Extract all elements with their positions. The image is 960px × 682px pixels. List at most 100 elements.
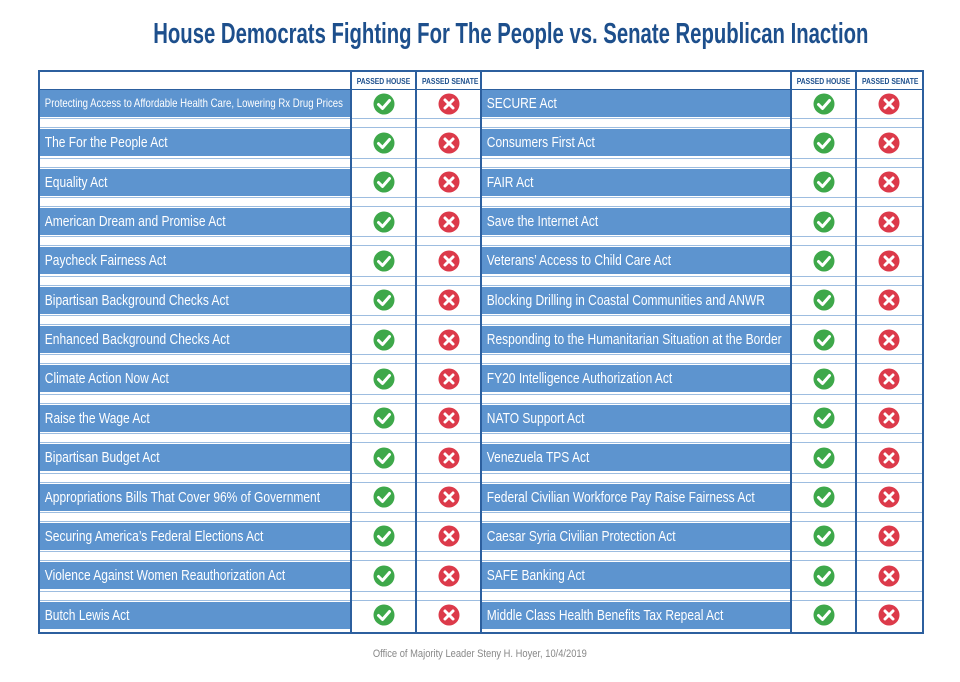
table-frame: PASSED HOUSE PASSED SENATE Protecting Acce… <box>38 70 924 634</box>
passed-senate-cell <box>855 404 920 432</box>
bill-name-text: Responding to the Humanitarian Situation… <box>486 331 782 349</box>
column-header-text: PASSED HOUSE <box>796 77 851 86</box>
x-icon <box>878 368 899 390</box>
x-icon <box>878 211 899 233</box>
passed-house-cell <box>350 522 415 550</box>
check-icon <box>373 132 394 154</box>
bill-name: Securing America’s Federal Elections Act <box>40 522 350 550</box>
x-icon <box>878 407 899 429</box>
passed-house-cell <box>790 129 855 157</box>
passed-house-cell <box>350 326 415 354</box>
check-icon <box>813 211 834 233</box>
check-icon <box>373 211 394 233</box>
passed-senate-cell <box>855 365 920 393</box>
bill-name-text: SAFE Banking Act <box>486 567 585 585</box>
passed-senate-cell <box>415 286 480 314</box>
bill-name: Blocking Drilling in Coastal Communities… <box>482 286 790 314</box>
passed-house-cell <box>350 129 415 157</box>
bill-name-text: Securing America’s Federal Elections Act <box>44 527 264 545</box>
passed-senate-cell <box>415 404 480 432</box>
check-icon <box>373 486 394 508</box>
bill-name: American Dream and Promise Act <box>40 208 350 236</box>
check-icon <box>373 171 394 193</box>
check-icon <box>813 525 834 547</box>
bill-name-text: Bipartisan Background Checks Act <box>44 291 229 309</box>
passed-house-cell <box>350 208 415 236</box>
x-icon <box>878 289 899 311</box>
bill-name: Bipartisan Budget Act <box>40 444 350 472</box>
check-icon <box>373 329 394 351</box>
x-icon <box>438 171 459 193</box>
check-icon <box>373 604 394 626</box>
bill-name-text: SECURE Act <box>486 95 557 112</box>
x-icon <box>878 447 899 469</box>
passed-senate-cell <box>855 562 920 590</box>
bill-name-text: Enhanced Background Checks Act <box>44 331 230 349</box>
bill-name: FAIR Act <box>482 168 790 196</box>
bill-name-text: The For the People Act <box>44 134 168 152</box>
passed-senate-cell <box>415 208 480 236</box>
bill-name: NATO Support Act <box>482 404 790 432</box>
check-icon <box>813 289 834 311</box>
column-header: PASSED SENATE <box>417 74 480 90</box>
check-icon <box>813 565 834 587</box>
passed-senate-cell <box>415 90 480 117</box>
passed-senate-cell <box>855 168 920 196</box>
bill-name-text: Venezuela TPS Act <box>486 449 590 467</box>
bill-name: Bipartisan Background Checks Act <box>40 286 350 314</box>
passed-house-cell <box>790 326 855 354</box>
column-header: PASSED HOUSE <box>352 74 415 90</box>
bill-name-text: Raise the Wage Act <box>44 409 150 427</box>
bill-name-text: Federal Civilian Workforce Pay Raise Fai… <box>486 488 755 506</box>
x-icon <box>878 132 899 154</box>
x-icon <box>878 171 899 193</box>
column-header-text: PASSED SENATE <box>421 77 479 86</box>
bill-name: Veterans’ Access to Child Care Act <box>482 247 790 275</box>
bill-name-text: FAIR Act <box>486 173 534 191</box>
x-icon <box>438 250 459 272</box>
check-icon <box>373 93 394 114</box>
bill-name: Appropriations Bills That Cover 96% of G… <box>40 483 350 511</box>
passed-senate-cell <box>855 522 920 550</box>
passed-house-cell <box>350 444 415 472</box>
bill-name: Climate Action Now Act <box>40 365 350 393</box>
title-text: House Democrats Fighting For The People … <box>153 18 869 50</box>
column-divider <box>790 72 792 632</box>
bill-name: Protecting Access to Affordable Health C… <box>40 90 350 117</box>
passed-senate-cell <box>415 601 480 629</box>
check-icon <box>813 407 834 429</box>
bill-name-text: FY20 Intelligence Authorization Act <box>486 370 673 388</box>
x-icon <box>878 250 899 272</box>
bill-name: Paycheck Fairness Act <box>40 247 350 275</box>
check-icon <box>813 368 834 390</box>
x-icon <box>878 604 899 626</box>
passed-senate-cell <box>415 444 480 472</box>
bill-name: Violence Against Women Reauthorization A… <box>40 562 350 590</box>
passed-senate-cell <box>855 483 920 511</box>
x-icon <box>878 486 899 508</box>
bill-name: Butch Lewis Act <box>40 601 350 629</box>
footer-text: Office of Majority Leader Steny H. Hoyer… <box>373 648 587 660</box>
x-icon <box>438 604 459 626</box>
check-icon <box>813 329 834 351</box>
column-header-text: PASSED HOUSE <box>356 77 411 86</box>
check-icon <box>373 289 394 311</box>
passed-house-cell <box>790 208 855 236</box>
bill-name-text: NATO Support Act <box>486 409 585 427</box>
header-divider <box>40 89 922 90</box>
passed-senate-cell <box>855 90 920 117</box>
bill-name-text: Caesar Syria Civilian Protection Act <box>486 527 676 545</box>
column-header: PASSED SENATE <box>857 74 920 90</box>
bill-name-text: Bipartisan Budget Act <box>44 449 160 467</box>
check-icon <box>373 447 394 469</box>
x-icon <box>438 407 459 429</box>
passed-house-cell <box>790 444 855 472</box>
x-icon <box>438 329 459 351</box>
passed-house-cell <box>350 286 415 314</box>
passed-senate-cell <box>415 483 480 511</box>
bill-name-text: Violence Against Women Reauthorization A… <box>44 567 286 585</box>
bill-name-text: Equality Act <box>44 173 108 191</box>
bill-name: Caesar Syria Civilian Protection Act <box>482 522 790 550</box>
bill-name: SECURE Act <box>482 90 790 117</box>
